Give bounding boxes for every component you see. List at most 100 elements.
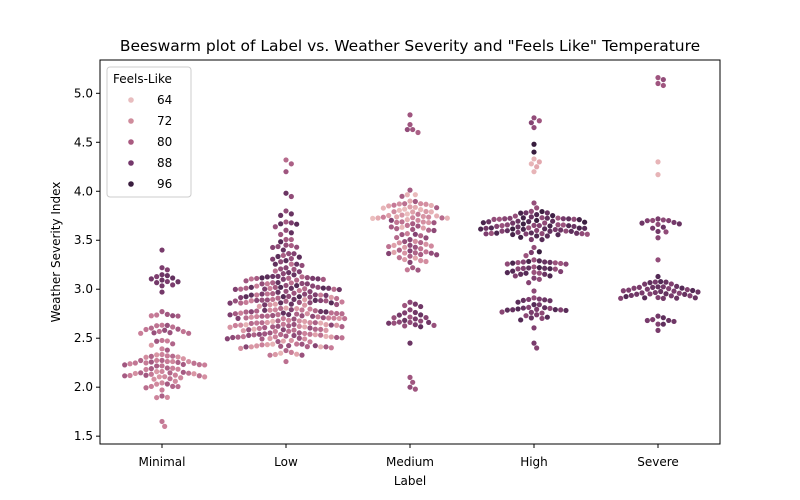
swarm-point bbox=[270, 291, 276, 297]
swarm-point bbox=[552, 260, 558, 266]
swarm-point bbox=[307, 294, 313, 300]
swarm-point bbox=[264, 313, 270, 319]
swarm-point bbox=[552, 307, 558, 313]
swarm-point bbox=[294, 282, 300, 289]
swarm-point bbox=[520, 297, 526, 303]
swarm-point bbox=[159, 357, 165, 363]
swarm-point bbox=[339, 311, 345, 317]
legend-label: 96 bbox=[157, 177, 172, 191]
swarm-point bbox=[418, 324, 424, 330]
swarm-point bbox=[170, 282, 176, 288]
swarm-point bbox=[531, 269, 537, 275]
swarm-point bbox=[690, 287, 696, 294]
swarm-point bbox=[536, 118, 542, 124]
swarm-point bbox=[655, 216, 661, 222]
swarm-point bbox=[299, 307, 305, 313]
swarm-point bbox=[318, 297, 324, 304]
swarm-point bbox=[164, 347, 170, 353]
swarm-point bbox=[310, 313, 316, 319]
swarm-point bbox=[660, 217, 666, 223]
swarm-point bbox=[164, 381, 170, 387]
swarm-point bbox=[402, 244, 408, 250]
swarm-point bbox=[399, 212, 405, 218]
swarm-point bbox=[534, 217, 540, 224]
swarm-point bbox=[420, 219, 426, 225]
swarm-point bbox=[138, 370, 144, 376]
swarm-point bbox=[526, 296, 532, 303]
swarm-point bbox=[302, 296, 308, 303]
swarm-point bbox=[307, 300, 313, 306]
swarm-point bbox=[259, 297, 265, 303]
swarm-point bbox=[418, 251, 424, 258]
y-tick-label: 2.0 bbox=[74, 380, 93, 394]
swarm-point bbox=[302, 286, 308, 292]
swarm-point bbox=[170, 353, 176, 359]
swarm-point bbox=[154, 312, 160, 318]
swarm-point bbox=[388, 217, 394, 223]
swarm-point bbox=[299, 352, 305, 358]
swarm-point bbox=[642, 281, 648, 287]
swarm-point bbox=[280, 310, 286, 316]
swarm-point bbox=[291, 332, 297, 339]
swarm-point bbox=[238, 310, 244, 316]
swarm-point bbox=[370, 215, 376, 221]
x-tick-label: Minimal bbox=[138, 455, 185, 469]
swarm-point bbox=[531, 149, 537, 155]
swarm-point bbox=[323, 333, 329, 339]
swarm-point bbox=[528, 161, 534, 167]
swarm-point bbox=[286, 317, 292, 323]
swarm-point bbox=[542, 265, 548, 271]
swarm-point bbox=[270, 324, 276, 330]
swarm-point bbox=[278, 239, 284, 245]
swarm-point bbox=[523, 231, 529, 237]
swarm-point bbox=[574, 230, 580, 236]
swarm-point bbox=[531, 124, 537, 131]
swarm-point bbox=[660, 321, 666, 327]
swarm-point bbox=[528, 249, 534, 256]
swarm-point bbox=[412, 250, 418, 256]
swarm-point bbox=[304, 311, 310, 317]
swarm-point bbox=[563, 228, 569, 234]
swarm-point bbox=[312, 332, 318, 338]
swarm-point bbox=[655, 294, 661, 301]
swarm-point bbox=[243, 285, 249, 291]
swarm-point bbox=[531, 325, 537, 331]
swarm-point bbox=[238, 294, 244, 301]
swarm-point bbox=[227, 324, 233, 330]
swarm-point bbox=[291, 266, 297, 272]
swarm-point bbox=[626, 287, 632, 293]
swarm-point bbox=[320, 285, 326, 291]
swarm-point bbox=[491, 216, 497, 222]
swarm-point bbox=[278, 350, 284, 356]
swarm-point bbox=[542, 271, 548, 277]
swarm-point bbox=[143, 354, 149, 360]
swarm-point bbox=[407, 340, 413, 346]
swarm-point bbox=[315, 314, 321, 320]
swarm-point bbox=[396, 247, 402, 253]
swarm-point bbox=[138, 357, 144, 364]
swarm-point bbox=[154, 280, 160, 286]
swarm-point bbox=[148, 366, 154, 372]
swarm-point bbox=[407, 204, 413, 210]
swarm-point bbox=[644, 317, 650, 324]
swarm-point bbox=[650, 217, 656, 224]
swarm-point bbox=[579, 231, 585, 237]
swarm-point bbox=[302, 291, 308, 297]
swarm-point bbox=[660, 82, 666, 89]
swarm-point bbox=[132, 360, 138, 366]
swarm-point bbox=[224, 336, 230, 342]
swarm-point bbox=[539, 215, 545, 221]
swarm-point bbox=[423, 249, 429, 255]
swarm-point bbox=[259, 320, 265, 326]
swarm-point bbox=[666, 317, 672, 324]
swarm-point bbox=[560, 216, 566, 222]
swarm-point bbox=[650, 284, 656, 290]
legend-label: 88 bbox=[157, 156, 172, 170]
swarm-point bbox=[526, 265, 532, 271]
swarm-point bbox=[275, 295, 281, 301]
swarm-point bbox=[534, 233, 540, 239]
swarm-point bbox=[248, 309, 254, 315]
swarm-point bbox=[270, 312, 276, 319]
swarm-point bbox=[518, 210, 524, 216]
swarm-point bbox=[175, 354, 181, 360]
